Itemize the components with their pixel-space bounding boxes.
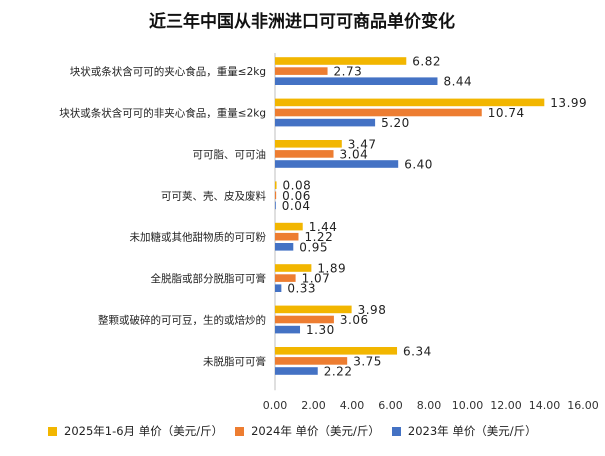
data-label: 0.08 [283, 179, 312, 193]
bar [275, 284, 282, 292]
legend-item: 2024年 单价（美元/斤） [235, 423, 380, 439]
category-label: 未脱脂可可膏 [203, 355, 266, 368]
category-label: 可可脂、可可油 [193, 148, 267, 161]
data-label: 1.30 [306, 323, 335, 337]
data-label: 10.74 [488, 106, 525, 120]
legend-item: 2025年1-6月 单价（美元/斤） [48, 423, 223, 439]
category-label: 可可荚、壳、皮及废料 [161, 189, 266, 202]
bar [275, 118, 376, 127]
category-label: 未加糖或其他甜物质的可可粉 [130, 231, 267, 244]
x-tick-label: 4.00 [340, 399, 365, 412]
bar [275, 160, 399, 168]
x-tick-label: 2.00 [301, 399, 326, 412]
data-label: 0.06 [282, 189, 311, 203]
data-label: 3.06 [340, 313, 369, 327]
data-label: 1.07 [302, 272, 331, 286]
data-label: 13.99 [550, 96, 587, 110]
bar [275, 191, 277, 200]
bar [275, 274, 296, 282]
category-label: 块状或条状含可可的夹心食品，重量≤2kg [70, 65, 266, 78]
bar [275, 222, 303, 231]
category-label: 块状或条状含可可的非夹心食品，重量≤2kg [59, 107, 266, 120]
bar [275, 305, 352, 314]
bar [275, 367, 318, 375]
data-label: 8.44 [443, 75, 472, 89]
bar [275, 347, 398, 355]
bar [275, 325, 301, 334]
data-label: 0.33 [287, 282, 316, 296]
data-label: 3.04 [340, 147, 369, 161]
legend-label: 2025年1-6月 单价（美元/斤） [64, 424, 224, 438]
x-tick-label: 10.00 [452, 399, 484, 412]
legend-swatch [48, 426, 57, 436]
data-label: 2.73 [334, 65, 363, 79]
data-label: 6.34 [403, 344, 432, 358]
bar [275, 243, 294, 251]
data-label: 5.20 [381, 116, 410, 130]
chart-title: 近三年中国从非洲进口可可商品单价变化 [149, 11, 455, 32]
x-tick-label: 0.00 [263, 399, 288, 412]
bar [275, 232, 299, 241]
bar [275, 108, 482, 117]
bar [275, 357, 348, 365]
data-label: 3.47 [348, 137, 377, 151]
x-tick-label: 6.00 [378, 399, 403, 412]
data-label: 0.95 [299, 240, 328, 254]
data-label: 1.22 [304, 230, 333, 244]
bar [275, 201, 276, 210]
data-label: 3.75 [353, 354, 382, 368]
legend-label: 2023年 单价（美元/斤） [407, 424, 537, 438]
bar [275, 140, 342, 148]
data-label: 1.89 [317, 262, 346, 276]
bar [275, 181, 277, 189]
x-tick-label: 8.00 [417, 399, 442, 412]
bar [275, 315, 334, 324]
data-label: 1.44 [309, 220, 338, 234]
x-tick-label: 14.00 [529, 399, 561, 412]
bar [275, 57, 407, 65]
x-tick-label: 16.00 [567, 399, 599, 412]
bar [275, 77, 438, 85]
legend-swatch [235, 426, 245, 436]
bar [275, 150, 334, 158]
category-label: 整颗或破碎的可可豆，生的或焙炒的 [98, 314, 266, 327]
legend-item: 2023年 单价（美元/斤） [391, 423, 537, 439]
bar [275, 98, 545, 107]
legend: 2025年1-6月 单价（美元/斤） 2024年 单价（美元/斤） 2023年 单价… [48, 423, 537, 439]
data-label: 2.22 [324, 365, 353, 379]
data-label: 6.40 [404, 158, 433, 172]
bar [275, 67, 328, 75]
bar [275, 264, 312, 272]
data-label: 6.82 [412, 55, 441, 69]
category-label: 全脱脂或部分脱脂可可膏 [151, 272, 267, 285]
legend-label: 2024年 单价（美元/斤） [251, 424, 380, 438]
x-tick-label: 12.00 [490, 399, 522, 412]
legend-swatch [391, 426, 401, 436]
data-label: 3.98 [358, 303, 387, 317]
data-label: 0.04 [282, 199, 311, 213]
